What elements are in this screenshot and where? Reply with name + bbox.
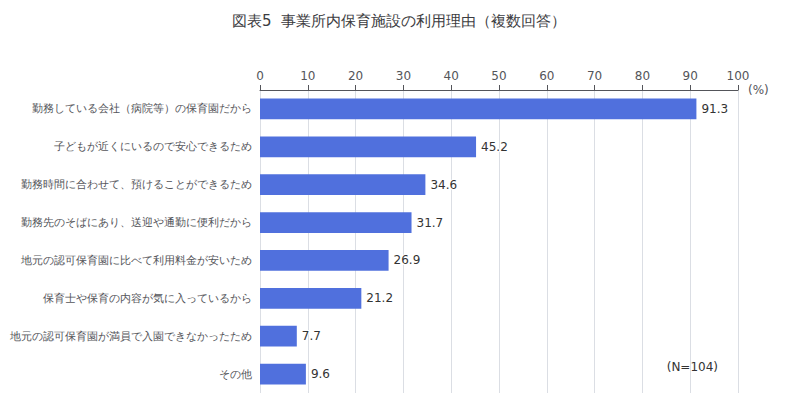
svg-text:45.2: 45.2 xyxy=(481,140,508,154)
svg-text:26.9: 26.9 xyxy=(394,253,421,267)
svg-text:40: 40 xyxy=(444,69,459,83)
svg-text:地元の認可保育園に比べて利用料金が安いため: 地元の認可保育園に比べて利用料金が安いため xyxy=(20,254,252,267)
svg-text:20: 20 xyxy=(348,69,363,83)
svg-text:7.7: 7.7 xyxy=(302,329,321,343)
svg-text:100: 100 xyxy=(727,69,750,83)
svg-text:80: 80 xyxy=(635,69,650,83)
svg-text:保育士や保育の内容が気に入っているから: 保育士や保育の内容が気に入っているから xyxy=(43,292,252,305)
svg-text:その他: その他 xyxy=(219,368,252,381)
svg-text:60: 60 xyxy=(539,69,554,83)
svg-text:31.7: 31.7 xyxy=(417,216,444,230)
svg-text:地元の認可保育園が満員で入園できなかったため: 地元の認可保育園が満員で入園できなかったため xyxy=(9,330,252,343)
svg-text:(%): (%) xyxy=(748,83,769,97)
svg-text:勤務先のそばにあり、送迎や通勤に便利だから: 勤務先のそばにあり、送迎や通勤に便利だから xyxy=(21,216,252,229)
svg-text:0: 0 xyxy=(256,69,264,83)
svg-text:30: 30 xyxy=(396,69,411,83)
svg-text:34.6: 34.6 xyxy=(430,178,457,192)
svg-text:90: 90 xyxy=(683,69,698,83)
svg-text:子どもが近くにいるので安心できるため: 子どもが近くにいるので安心できるため xyxy=(54,140,252,153)
svg-text:21.2: 21.2 xyxy=(366,291,393,305)
svg-text:(N=104): (N=104) xyxy=(667,360,718,374)
svg-text:91.3: 91.3 xyxy=(701,102,728,116)
svg-text:勤務している会社（病院等）の保育園だから: 勤務している会社（病院等）の保育園だから xyxy=(32,102,252,115)
svg-text:図表5 事業所内保育施設の利用理由（複数回答）: 図表5 事業所内保育施設の利用理由（複数回答） xyxy=(232,12,566,30)
svg-text:10: 10 xyxy=(300,69,315,83)
svg-text:勤務時間に合わせて、預けることができるため: 勤務時間に合わせて、預けることができるため xyxy=(21,178,252,191)
svg-text:9.6: 9.6 xyxy=(311,367,330,381)
svg-text:70: 70 xyxy=(587,69,602,83)
svg-text:50: 50 xyxy=(491,69,506,83)
